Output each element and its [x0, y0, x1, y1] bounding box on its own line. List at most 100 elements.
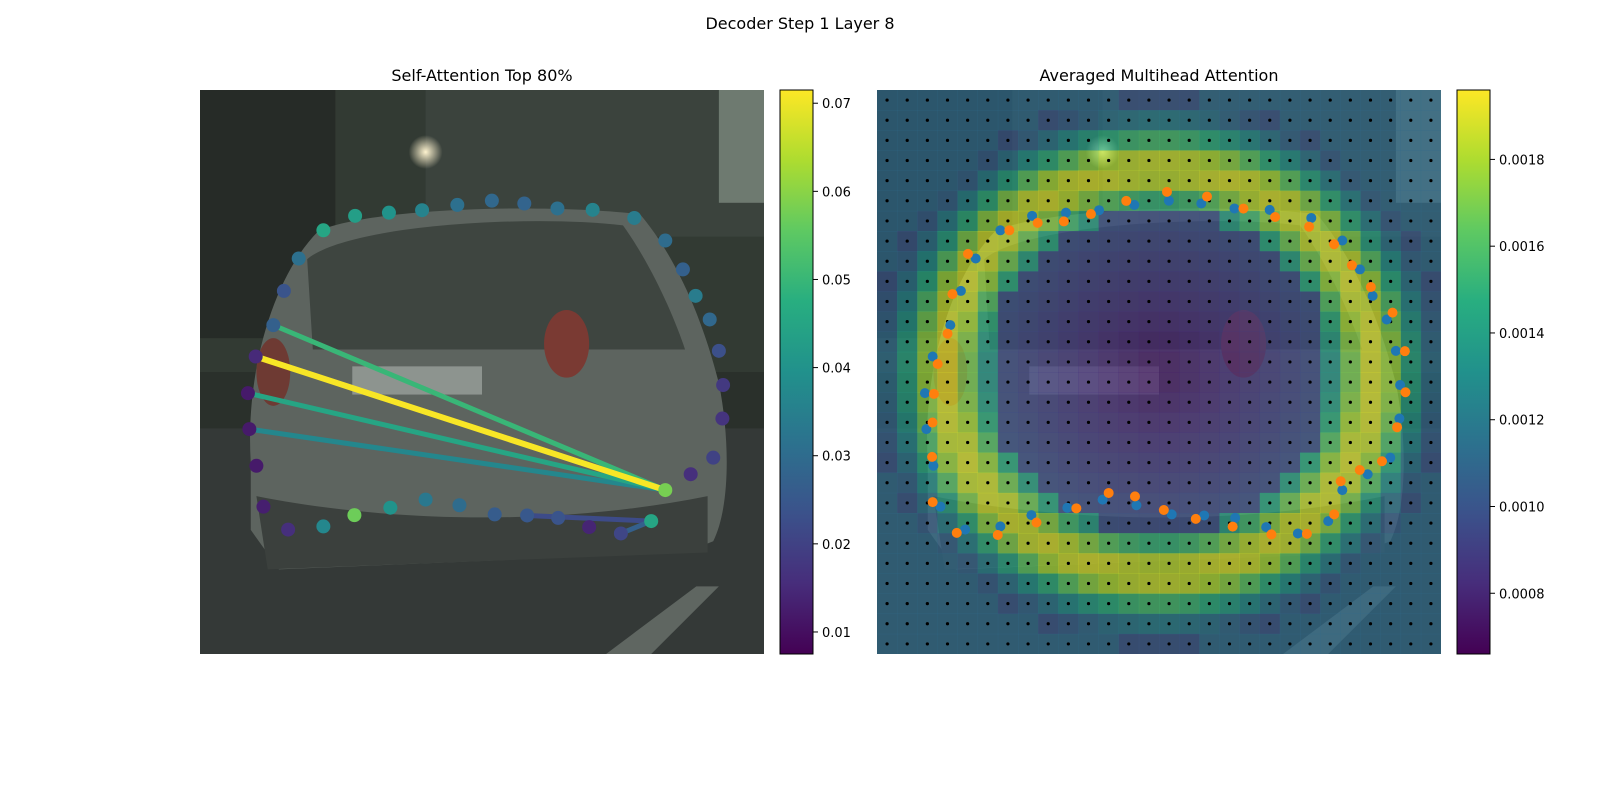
- left-panel: Self-Attention Top 80% 0.010.020.030.040…: [200, 66, 851, 655]
- grid-dot: [1409, 420, 1413, 424]
- grid-dot: [1107, 440, 1111, 445]
- colorbar-tick-label: 0.0014: [1499, 327, 1545, 342]
- grid-dot: [1348, 420, 1352, 424]
- grid-dot: [1348, 118, 1352, 122]
- grid-dot: [1288, 561, 1292, 565]
- series-point-orange: [1270, 211, 1281, 222]
- series-point-blue: [1390, 345, 1401, 356]
- series-point-orange: [1158, 505, 1169, 516]
- grid-dot: [1227, 199, 1232, 203]
- grid-dot: [986, 481, 990, 485]
- series-point-orange: [1400, 387, 1411, 398]
- grid-dot: [1268, 138, 1272, 142]
- grid-dot: [1248, 259, 1252, 263]
- grid-dot: [1308, 118, 1312, 122]
- grid-dot: [1248, 440, 1252, 445]
- grid-dot: [1227, 380, 1232, 384]
- grid-dot: [1389, 179, 1393, 183]
- grid-dot: [885, 501, 889, 505]
- polygon-point: [348, 208, 363, 223]
- series-point-orange: [932, 358, 943, 369]
- grid-dot: [1308, 400, 1312, 404]
- grid-dot: [1409, 360, 1413, 364]
- grid-dot: [1348, 299, 1352, 304]
- grid-dot: [1167, 98, 1171, 102]
- series-point-orange: [951, 527, 962, 538]
- grid-dot: [1248, 118, 1252, 122]
- grid-dot: [986, 299, 990, 304]
- grid-dot: [1167, 179, 1171, 183]
- grid-dot: [885, 360, 889, 364]
- grid-dot: [1147, 138, 1151, 142]
- grid-dot: [1167, 420, 1171, 424]
- grid-dot: [1429, 299, 1433, 304]
- left-panel-title: Self-Attention Top 80%: [391, 66, 572, 85]
- grid-dot: [925, 158, 929, 163]
- grid-dot: [1248, 360, 1252, 364]
- grid-dot: [1389, 400, 1393, 404]
- series-point-orange: [1335, 476, 1346, 487]
- grid-dot: [1227, 561, 1232, 565]
- grid-dot: [966, 138, 970, 142]
- grid-dot: [1127, 400, 1131, 404]
- grid-dot: [1288, 98, 1292, 102]
- grid-dot: [1308, 521, 1312, 525]
- series-point-orange: [1161, 186, 1172, 197]
- grid-dot: [1167, 118, 1171, 122]
- series-point-blue: [1362, 469, 1373, 480]
- grid-dot: [1086, 360, 1091, 364]
- grid-dot: [1227, 179, 1232, 183]
- grid-dot: [1026, 259, 1030, 263]
- grid-dot: [1026, 642, 1030, 646]
- grid-dot: [1127, 561, 1131, 565]
- series-point-blue: [970, 253, 981, 264]
- grid-dot: [1227, 239, 1232, 243]
- grid-dot: [1409, 98, 1413, 102]
- grid-dot: [1147, 279, 1151, 283]
- grid-dot: [1167, 440, 1171, 445]
- grid-dot: [925, 340, 929, 344]
- series-point-blue: [1306, 212, 1317, 223]
- grid-dot: [945, 602, 950, 606]
- grid-dot: [925, 440, 929, 445]
- grid-dot: [1268, 219, 1272, 223]
- grid-dot: [986, 541, 990, 545]
- grid-dot: [966, 360, 970, 364]
- grid-dot: [1348, 360, 1352, 364]
- grid-dot: [1389, 642, 1393, 646]
- grid-dot: [1187, 199, 1191, 203]
- grid-dot: [1006, 581, 1010, 586]
- grid-dot: [1066, 360, 1070, 364]
- grid-dot: [966, 98, 970, 102]
- left-colorbar-ticks: 0.01 0.02 0.03 0.04 0.05 0.06 0.07: [813, 97, 851, 641]
- grid-dot: [885, 199, 889, 203]
- grid-dot: [1227, 481, 1232, 485]
- grid-dot: [905, 239, 909, 243]
- grid-dot: [1127, 440, 1131, 445]
- polygon-point: [266, 318, 281, 333]
- grid-dot: [925, 98, 929, 102]
- grid-dot: [1086, 279, 1091, 283]
- grid-dot: [1368, 561, 1373, 565]
- grid-dot: [1328, 380, 1332, 384]
- series-point-orange: [1346, 260, 1357, 271]
- grid-dot: [1328, 118, 1332, 122]
- grid-dot: [945, 299, 950, 304]
- grid-dot: [1328, 561, 1332, 565]
- series-point-blue: [1131, 500, 1142, 511]
- grid-dot: [1288, 461, 1292, 465]
- grid-dot: [1348, 320, 1352, 324]
- attention-line: [245, 390, 668, 493]
- grid-dot: [1046, 118, 1050, 122]
- grid-dot: [885, 299, 889, 304]
- grid-dot: [905, 440, 909, 445]
- grid-dot: [986, 320, 990, 324]
- grid-dot: [966, 380, 970, 384]
- grid-dot: [1026, 440, 1030, 445]
- grid-dot: [1389, 541, 1393, 545]
- colorbar-tick-label: 0.04: [822, 362, 851, 377]
- grid-dot: [986, 420, 990, 424]
- grid-dot: [1107, 380, 1111, 384]
- grid-dot: [945, 521, 950, 525]
- grid-dot: [1046, 400, 1050, 404]
